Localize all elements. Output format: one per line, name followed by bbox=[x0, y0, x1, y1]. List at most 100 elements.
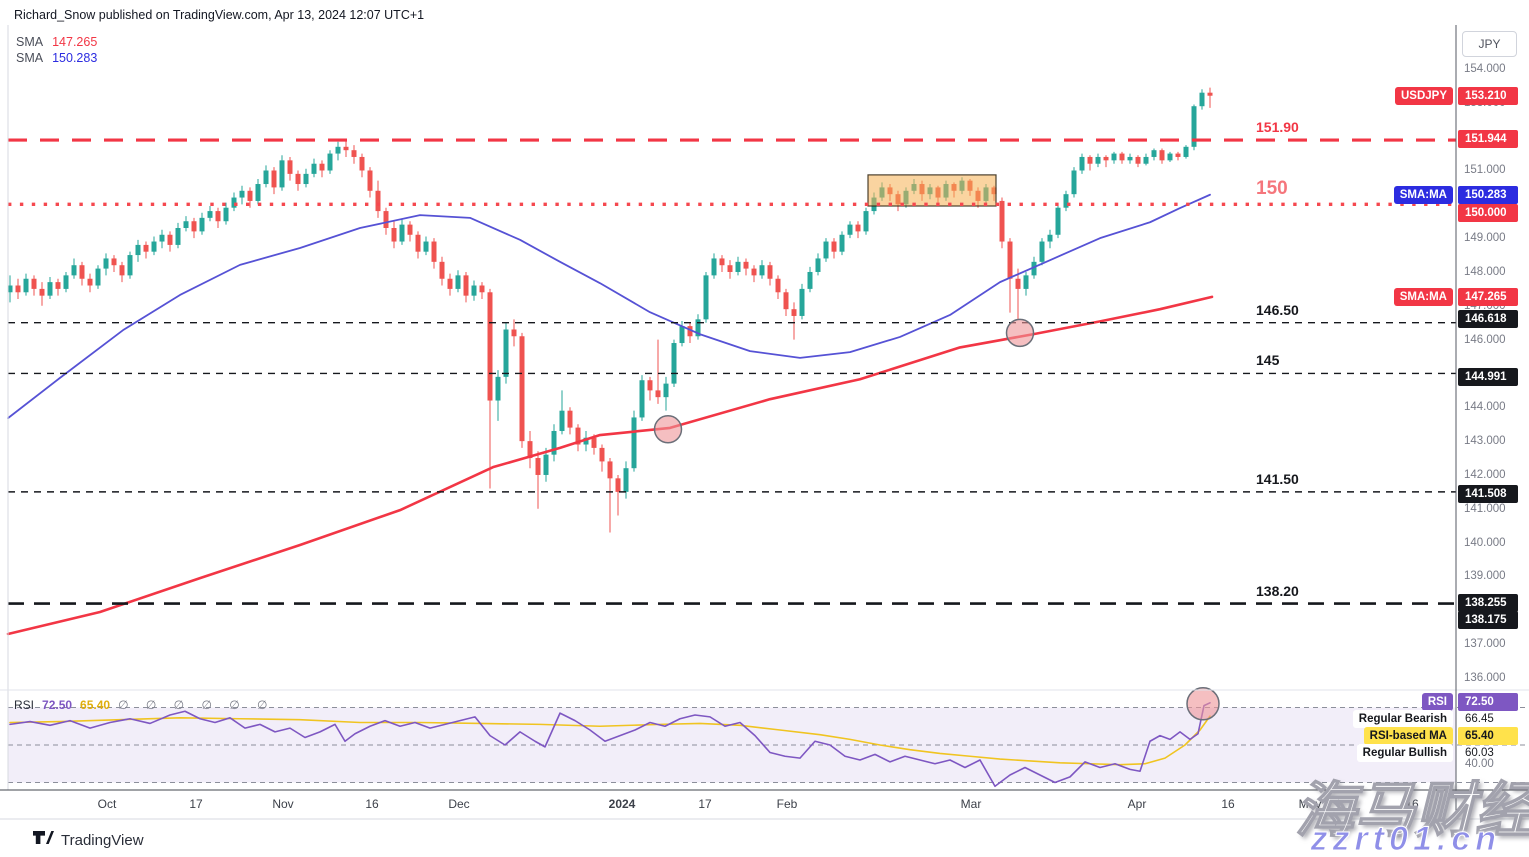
candle-body bbox=[367, 170, 373, 191]
candle-body bbox=[119, 265, 125, 276]
candle-body bbox=[543, 454, 549, 475]
axis-tag-USDJPY: USDJPY bbox=[1394, 86, 1453, 105]
candle-body bbox=[383, 211, 389, 229]
candle-body bbox=[503, 329, 509, 377]
candle-body bbox=[71, 265, 77, 276]
candle-body bbox=[823, 241, 829, 259]
candle-body bbox=[127, 255, 133, 276]
rsi-axis-value-66.45: 66.45 bbox=[1465, 713, 1494, 725]
candle-body bbox=[207, 211, 213, 218]
time-axis-label-16: 16 bbox=[1221, 797, 1235, 811]
candle-body bbox=[815, 258, 821, 272]
footer-brand[interactable]: TradingView bbox=[33, 830, 144, 850]
candle-body bbox=[1207, 92, 1213, 96]
consolidation-zone-box bbox=[867, 174, 997, 207]
candle-body bbox=[679, 326, 685, 344]
candle-body bbox=[223, 207, 229, 222]
candle-body bbox=[807, 271, 813, 289]
rsi-tag-Regular-Bearish: Regular Bearish bbox=[1352, 710, 1453, 728]
price-axis-tick-143.000: 143.000 bbox=[1464, 435, 1506, 448]
candle-body bbox=[95, 268, 101, 286]
price-axis-tick-142.000: 142.000 bbox=[1464, 468, 1506, 481]
candle-body bbox=[1151, 150, 1157, 157]
time-axis-label-16: 16 bbox=[1405, 797, 1419, 811]
rsi-line bbox=[9, 702, 1211, 788]
candle-body bbox=[199, 217, 205, 232]
candle-body bbox=[391, 228, 397, 242]
sma2-label: SMA bbox=[16, 51, 44, 65]
candle-body bbox=[855, 224, 861, 232]
candle-body bbox=[311, 163, 317, 174]
candle-body bbox=[799, 288, 805, 316]
price-axis-badge-138.175: 138.175 bbox=[1458, 611, 1518, 629]
sma1-value: 147.265 bbox=[52, 35, 98, 49]
time-axis-label-May: May bbox=[1298, 797, 1322, 811]
candle-body bbox=[55, 282, 61, 289]
candle-body bbox=[1023, 275, 1029, 289]
candle-body bbox=[759, 265, 765, 276]
candle-body bbox=[135, 244, 141, 256]
candle-body bbox=[1039, 241, 1045, 262]
candle-body bbox=[535, 458, 541, 475]
candle-body bbox=[639, 380, 645, 418]
candle-body bbox=[703, 275, 709, 320]
candle-body bbox=[863, 211, 869, 232]
candle-body bbox=[247, 190, 253, 201]
candle-body bbox=[663, 383, 669, 398]
candle-body bbox=[151, 241, 157, 252]
candle-body bbox=[279, 160, 285, 188]
candle-body bbox=[335, 146, 341, 154]
candle-body bbox=[1191, 106, 1197, 147]
candle-body bbox=[375, 190, 381, 212]
candle-body bbox=[743, 261, 749, 269]
rsi-axis-value-60.03: 60.03 bbox=[1465, 747, 1494, 759]
sma-blue-line bbox=[7, 193, 1211, 420]
sma-red-line bbox=[6, 295, 1214, 636]
candle-body bbox=[455, 275, 461, 289]
rsi-axis-value-65.40: 65.40 bbox=[1458, 727, 1518, 745]
time-axis-label-Nov: Nov bbox=[272, 797, 294, 811]
rsi-divergence-zeros: ∅ ∅ ∅ ∅ ∅ ∅ bbox=[118, 698, 275, 712]
watermark-chinese: 海马财经 bbox=[1294, 776, 1529, 845]
candle-body bbox=[1055, 207, 1061, 235]
sma-legend-row-1: SMA 147.265 bbox=[16, 35, 97, 49]
candle-body bbox=[407, 224, 413, 235]
candle-body bbox=[607, 461, 613, 479]
candle-body bbox=[415, 234, 421, 252]
candle-body bbox=[1143, 156, 1149, 164]
price-axis-tick-151.000: 151.000 bbox=[1464, 164, 1506, 177]
candle-body bbox=[255, 184, 261, 201]
candle-body bbox=[399, 224, 405, 242]
time-axis-label-Mar: Mar bbox=[960, 797, 982, 811]
candle-body bbox=[111, 258, 117, 266]
candle-body bbox=[39, 288, 45, 296]
sma1-label: SMA bbox=[16, 35, 44, 49]
candle-body bbox=[295, 173, 301, 185]
rsi-axis-value-40.00: 40.00 bbox=[1465, 758, 1494, 770]
candle-body bbox=[791, 309, 797, 316]
candle-body bbox=[31, 278, 37, 289]
candle-body bbox=[1071, 170, 1077, 195]
candle-body bbox=[695, 319, 701, 337]
candle-body bbox=[599, 447, 605, 462]
candle-body bbox=[343, 146, 349, 151]
rsi-ma-value: 65.40 bbox=[80, 698, 111, 712]
currency-unit-button[interactable]: JPY bbox=[1462, 31, 1517, 57]
axis-tag-SMA:MA: SMA:MA bbox=[1393, 287, 1453, 306]
rsi-ma-line bbox=[9, 715, 1211, 766]
price-axis-badge-153.210: 153.210 bbox=[1458, 86, 1518, 105]
candle-body bbox=[687, 326, 693, 337]
candle-body bbox=[431, 241, 437, 262]
sma2-value: 150.283 bbox=[52, 51, 98, 65]
candle-body bbox=[183, 221, 189, 229]
candle-body bbox=[1079, 156, 1085, 171]
price-axis-tick-137.000: 137.000 bbox=[1464, 638, 1506, 651]
price-axis-badge-151.944: 151.944 bbox=[1458, 129, 1518, 148]
published-byline: Richard_Snow published on TradingView.co… bbox=[14, 8, 425, 22]
candle-body bbox=[175, 228, 181, 245]
key-level-label-150: 150 bbox=[1256, 178, 1288, 200]
rsi-axis-value-72.50: 72.50 bbox=[1458, 693, 1518, 711]
candle-body bbox=[439, 261, 445, 279]
candle-body bbox=[479, 285, 485, 293]
